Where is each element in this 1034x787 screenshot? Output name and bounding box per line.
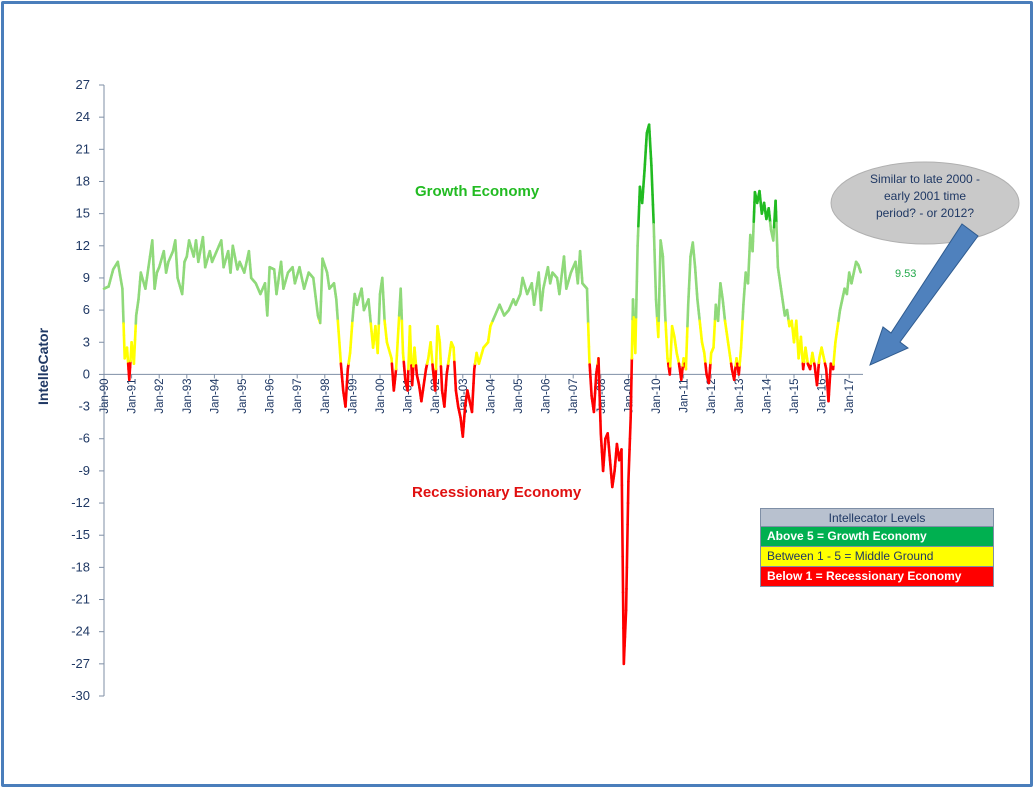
x-tick-label: Jan-11 bbox=[679, 378, 691, 412]
series-segment bbox=[398, 315, 399, 328]
y-tick-label: -12 bbox=[71, 495, 90, 510]
x-tick-label: Jan-90 bbox=[99, 378, 111, 413]
y-tick-label: 27 bbox=[76, 77, 90, 92]
growth-economy-label: Growth Economy bbox=[415, 183, 540, 200]
series-segment bbox=[398, 329, 399, 342]
x-tick-label: Jan-98 bbox=[320, 378, 332, 413]
y-tick-label: -21 bbox=[71, 592, 90, 607]
y-tick-label: -30 bbox=[71, 688, 90, 703]
series-segment bbox=[399, 302, 400, 315]
recessionary-economy-label: Recessionary Economy bbox=[412, 484, 582, 501]
y-axis-label: IntelleCator bbox=[35, 327, 51, 405]
x-tick-label: Jan-06 bbox=[541, 378, 553, 413]
y-tick-label: -27 bbox=[71, 656, 90, 671]
x-tick-label: Jan-08 bbox=[596, 378, 608, 413]
legend-title: Intellecator Levels bbox=[760, 508, 994, 527]
last-value-label: 9.53 bbox=[895, 268, 916, 280]
callout-line-1: Similar to late 2000 - bbox=[870, 172, 980, 186]
legend: Intellecator Levels Above 5 = Growth Eco… bbox=[760, 508, 994, 587]
series-segment bbox=[339, 332, 340, 343]
y-tick-label: -9 bbox=[78, 463, 90, 478]
x-tick-label: Jan-99 bbox=[347, 378, 359, 413]
legend-row-recession: Below 1 = Recessionary Economy bbox=[760, 567, 994, 587]
y-tick-label: -15 bbox=[71, 527, 90, 542]
y-tick-label: 21 bbox=[76, 141, 90, 156]
callout-line-3: period? - or 2012? bbox=[876, 206, 974, 220]
callout-arrow-icon bbox=[870, 224, 978, 365]
x-tick-label: Jan-10 bbox=[651, 378, 663, 413]
x-tick-label: Jan-05 bbox=[513, 378, 525, 413]
series-segment bbox=[338, 321, 339, 332]
series-segment bbox=[337, 310, 338, 321]
y-tick-label: 3 bbox=[83, 334, 90, 349]
legend-row-growth: Above 5 = Growth Economy bbox=[760, 527, 994, 547]
x-axis: Jan-90 Jan-91 Jan-92 Jan-93 Jan-94 Jan-95 Jan-… bbox=[99, 374, 863, 413]
y-tick-label: -24 bbox=[71, 624, 90, 639]
x-tick-label: Jan-94 bbox=[209, 378, 221, 414]
x-tick-label: Jan-17 bbox=[844, 378, 856, 413]
x-tick-label: Jan-93 bbox=[182, 378, 194, 413]
y-tick-label: 0 bbox=[83, 366, 90, 381]
series-segment bbox=[339, 342, 340, 353]
y-tick-label: -18 bbox=[71, 559, 90, 574]
x-tick-label: Jan-07 bbox=[568, 378, 580, 413]
x-tick-label: Jan-91 bbox=[127, 378, 139, 413]
y-tick-label: 15 bbox=[76, 206, 90, 221]
y-tick-label: -6 bbox=[78, 431, 90, 446]
callout: Similar to late 2000 - early 2001 time p… bbox=[831, 162, 1019, 365]
y-tick-label: 6 bbox=[83, 302, 90, 317]
legend-row-middle: Between 1 - 5 = Middle Ground bbox=[760, 547, 994, 567]
x-tick-label: Jan-15 bbox=[789, 378, 801, 413]
y-tick-label: 9 bbox=[83, 270, 90, 285]
y-tick-label: 24 bbox=[76, 109, 90, 124]
x-tick-label: Jan-96 bbox=[265, 378, 277, 413]
y-tick-label: 18 bbox=[76, 173, 90, 188]
x-tick-label: Jan-95 bbox=[237, 378, 249, 413]
series-segment bbox=[397, 342, 398, 355]
x-tick-label: Jan-14 bbox=[761, 378, 773, 414]
x-tick-label: Jan-13 bbox=[734, 378, 746, 413]
series-segment bbox=[396, 356, 397, 369]
callout-line-2: early 2001 time bbox=[884, 189, 966, 203]
x-tick-label: Jan-00 bbox=[375, 378, 387, 413]
x-tick-label: Jan-09 bbox=[623, 378, 635, 413]
y-tick-label: -3 bbox=[78, 399, 90, 414]
x-tick-label: Jan-97 bbox=[292, 378, 304, 413]
x-tick-label: Jan-92 bbox=[154, 378, 166, 413]
series-segment bbox=[336, 299, 337, 310]
series-segment bbox=[340, 353, 341, 364]
y-tick-label: 12 bbox=[76, 238, 90, 253]
x-tick-label: Jan-04 bbox=[485, 378, 497, 414]
